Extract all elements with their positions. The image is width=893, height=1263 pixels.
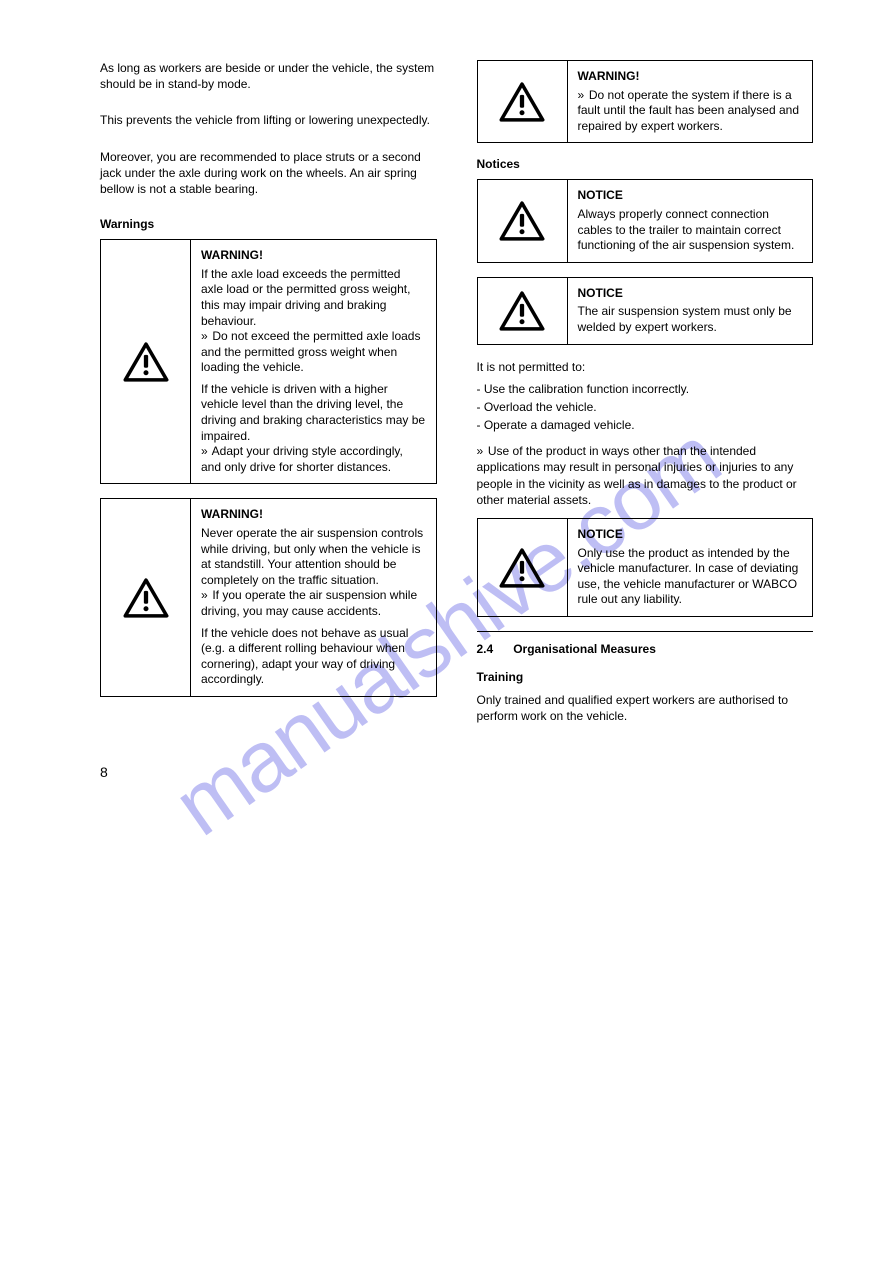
notices-heading: Notices — [477, 157, 814, 171]
not-permitted-lead: It is not permitted to: — [477, 359, 814, 375]
warning-box-1: WARNING! If the axle load exceeds the pe… — [100, 239, 437, 484]
left-column: As long as workers are beside or under t… — [100, 60, 437, 734]
warning-text: » Do not operate the system if there is … — [578, 88, 803, 135]
warning-triangle-icon — [499, 291, 545, 331]
notice-icon-cell — [478, 180, 568, 261]
notice-text: Only use the product as intended by the … — [578, 546, 803, 608]
intro-paragraph-3: Moreover, you are recommended to place s… — [100, 149, 437, 198]
page-number: 8 — [100, 764, 813, 780]
warning-title: WARNING! — [201, 507, 426, 523]
warning-text-cell: WARNING! » Do not operate the system if … — [568, 61, 813, 142]
notice-text-cell: NOTICE The air suspension system must on… — [568, 278, 813, 344]
misuse-paragraph: » Use of the product in ways other than … — [477, 443, 814, 508]
list-item: Overload the vehicle. — [477, 399, 814, 415]
warning-text-cell: WARNING! Never operate the air suspensio… — [191, 499, 436, 696]
notice-text: Always properly connect connection cable… — [578, 207, 803, 254]
warning-triangle-icon — [499, 548, 545, 588]
notice-icon-cell — [478, 519, 568, 616]
section-number: 2.4 — [477, 642, 494, 656]
warning-para-2: If the vehicle does not behave as usual … — [201, 626, 426, 688]
list-item: Use the calibration function incorrectly… — [477, 381, 814, 397]
misuse-text: Use of the product in ways other than th… — [477, 444, 797, 507]
warning-quote-text: If you operate the air suspension while … — [201, 588, 417, 618]
quote-symbol: » — [578, 88, 586, 104]
training-heading: Training — [477, 670, 814, 684]
warning-quote-2-text: Adapt your driving style accordingly, an… — [201, 444, 403, 474]
notice-title: NOTICE — [578, 188, 803, 204]
training-paragraph: Only trained and qualified expert worker… — [477, 692, 814, 724]
warning-box-2: WARNING! Never operate the air suspensio… — [100, 498, 437, 697]
quote-symbol: » — [201, 329, 209, 345]
notice-text-cell: NOTICE Only use the product as intended … — [568, 519, 813, 616]
notice-text-cell: NOTICE Always properly connect connectio… — [568, 180, 813, 261]
warning-para-2: If the vehicle is driven with a higher v… — [201, 382, 426, 444]
right-column: WARNING! » Do not operate the system if … — [477, 60, 814, 734]
section-title: Organisational Measures — [513, 642, 656, 656]
two-column-layout: As long as workers are beside or under t… — [100, 60, 813, 734]
notice-icon-cell — [478, 278, 568, 344]
section-heading: 2.4 Organisational Measures — [477, 642, 814, 656]
warning-title: WARNING! — [201, 248, 426, 264]
warning-quote-text: Do not exceed the permitted axle loads a… — [201, 329, 420, 374]
intro-paragraph-2: This prevents the vehicle from lifting o… — [100, 112, 437, 128]
warning-icon-cell — [101, 240, 191, 483]
list-item: Operate a damaged vehicle. — [477, 417, 814, 433]
warning-triangle-icon — [499, 82, 545, 122]
warning-triangle-icon — [123, 342, 169, 382]
notice-text: The air suspension system must only be w… — [578, 304, 803, 335]
warning-para: If the axle load exceeds the permitted a… — [201, 267, 426, 329]
notice-title: NOTICE — [578, 527, 803, 543]
warning-quote: » If you operate the air suspension whil… — [201, 588, 426, 619]
notice-box-3: NOTICE Only use the product as intended … — [477, 518, 814, 617]
notice-title: NOTICE — [578, 286, 803, 302]
notice-box-1: NOTICE Always properly connect connectio… — [477, 179, 814, 262]
warning-triangle-icon — [499, 201, 545, 241]
warning-icon-cell — [101, 499, 191, 696]
warning-triangle-icon — [123, 578, 169, 618]
not-permitted-list: Use the calibration function incorrectly… — [477, 381, 814, 434]
quote-symbol: » — [201, 444, 209, 460]
warning-para: Never operate the air suspension control… — [201, 526, 426, 588]
quote-symbol: » — [477, 443, 485, 459]
notice-box-2: NOTICE The air suspension system must on… — [477, 277, 814, 345]
warning-text-content: Do not operate the system if there is a … — [578, 88, 800, 133]
warning-icon-cell — [478, 61, 568, 142]
quote-symbol: » — [201, 588, 209, 604]
warning-quote: » Do not exceed the permitted axle loads… — [201, 329, 426, 376]
warning-quote-2: » Adapt your driving style accordingly, … — [201, 444, 426, 475]
warning-title: WARNING! — [578, 69, 803, 85]
warning-box-3: WARNING! » Do not operate the system if … — [477, 60, 814, 143]
section-divider — [477, 631, 814, 632]
intro-paragraph-1: As long as workers are beside or under t… — [100, 60, 437, 92]
page-content: As long as workers are beside or under t… — [100, 60, 813, 780]
warnings-heading: Warnings — [100, 217, 437, 231]
warning-text-cell: WARNING! If the axle load exceeds the pe… — [191, 240, 436, 483]
